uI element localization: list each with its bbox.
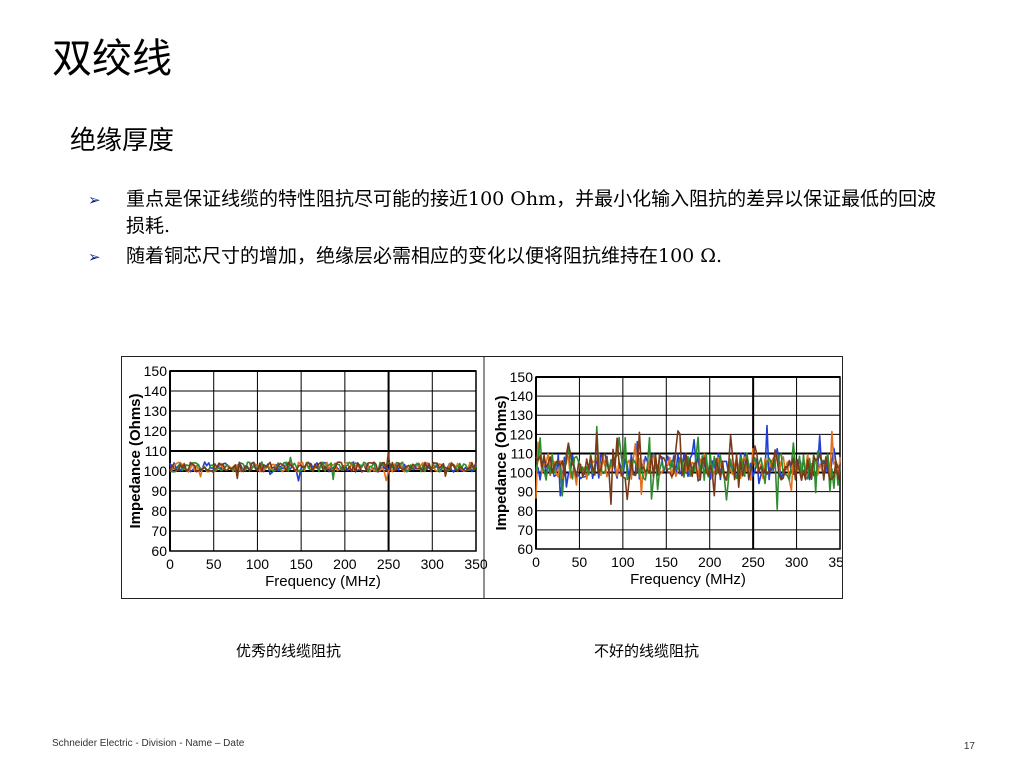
y-axis-label: Impedance (Ohms) <box>127 393 144 528</box>
x-tick-label: 0 <box>532 554 540 570</box>
impedance-chart-1: 150 140 130 120 110 100 90 80 70 600 50 100 150 200 25… <box>493 369 842 588</box>
impedance-series-line <box>535 425 841 510</box>
arrow-right-icon: ➢ <box>88 191 101 209</box>
y-tick-label: 130 <box>510 407 534 423</box>
x-tick-label: 300 <box>421 556 445 572</box>
x-tick-label: 350 <box>828 554 842 570</box>
x-tick-label: 150 <box>289 556 313 572</box>
y-tick-label: 150 <box>144 363 168 379</box>
x-axis-label: Frequency (MHz) <box>265 573 381 590</box>
y-tick-label: 120 <box>144 423 168 439</box>
y-tick-label: 110 <box>511 445 534 461</box>
slide-title: 双绞线 <box>52 36 172 82</box>
impedance-series-line <box>169 456 477 481</box>
x-tick-label: 200 <box>333 556 357 572</box>
y-tick-label: 120 <box>510 426 534 442</box>
y-tick-label: 130 <box>144 403 168 419</box>
y-tick-label: 60 <box>151 543 167 559</box>
slide-subtitle: 绝缘厚度 <box>70 126 175 156</box>
bullet-list: ➢ 重点是保证线缆的特性阻抗尽可能的接近100 Ohm，并最小化输入阻抗的差异以… <box>88 186 948 273</box>
y-axis-label: Impedance (Ohms) <box>493 395 510 530</box>
x-tick-label: 0 <box>166 556 174 572</box>
plot-border <box>169 370 477 552</box>
y-tick-label: 60 <box>517 541 533 557</box>
y-tick-label: 110 <box>145 443 168 459</box>
caption-good: 优秀的线缆阻抗 <box>236 642 342 660</box>
x-tick-label: 100 <box>611 554 635 570</box>
x-tick-label: 350 <box>464 556 488 572</box>
impedance-charts-figure: 150 140 130 120 110 100 90 80 70 60 0 50 100 150 200 25… <box>121 356 843 599</box>
impedance-series-line <box>535 430 841 505</box>
x-tick-label: 50 <box>206 556 222 572</box>
impedance-chart-0: 150 140 130 120 110 100 90 80 70 600 50 100 150 200 25… <box>127 363 488 590</box>
x-axis-label: Frequency (MHz) <box>630 571 746 588</box>
y-tick-label: 90 <box>151 483 167 499</box>
x-tick-label: 300 <box>785 554 809 570</box>
footer-text: Schneider Electric - Division - Name – D… <box>52 738 245 749</box>
y-tick-label: 70 <box>151 523 167 539</box>
x-tick-label: 150 <box>655 554 679 570</box>
y-tick-label: 80 <box>517 503 533 519</box>
arrow-right-icon: ➢ <box>88 248 101 266</box>
bullet-item: ➢ 重点是保证线缆的特性阻抗尽可能的接近100 Ohm，并最小化输入阻抗的差异以… <box>88 186 948 240</box>
bullet-text: 随着铜芯尺寸的增加，绝缘层必需相应的变化以便将阻抗维持在100 Ω. <box>126 245 723 267</box>
bullet-item: ➢ 随着铜芯尺寸的增加，绝缘层必需相应的变化以便将阻抗维持在100 Ω. <box>88 243 948 270</box>
x-tick-label: 200 <box>698 554 722 570</box>
x-tick-label: 250 <box>741 554 765 570</box>
bullet-text: 重点是保证线缆的特性阻抗尽可能的接近100 Ohm，并最小化输入阻抗的差异以保证… <box>126 188 937 237</box>
y-tick-label: 140 <box>510 388 534 404</box>
x-tick-label: 250 <box>377 556 401 572</box>
y-tick-label: 70 <box>517 522 533 538</box>
impedance-series-line <box>169 451 477 480</box>
x-tick-label: 50 <box>572 554 588 570</box>
caption-bad: 不好的线缆阻抗 <box>594 642 700 660</box>
y-tick-label: 90 <box>517 484 533 500</box>
x-tick-label: 100 <box>246 556 270 572</box>
y-tick-label: 80 <box>151 503 167 519</box>
y-tick-label: 100 <box>144 463 168 479</box>
y-tick-label: 140 <box>144 383 168 399</box>
y-tick-label: 150 <box>510 369 534 385</box>
y-tick-label: 100 <box>510 465 534 481</box>
page-number: 17 <box>963 741 975 752</box>
